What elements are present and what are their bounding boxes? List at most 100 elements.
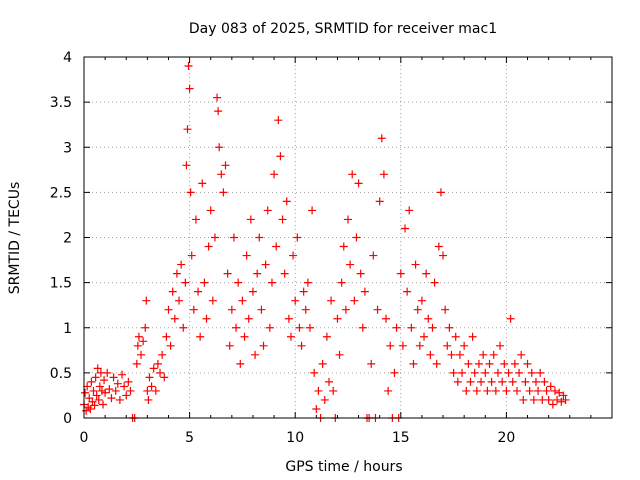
y-tick-label: 4 [63,50,72,66]
data-point [485,359,494,368]
data-point [403,287,412,296]
data-point [510,359,519,368]
data-point [390,368,399,377]
data-point [297,341,306,350]
data-point [187,251,196,260]
data-point [95,382,104,391]
y-axis-label: SRMTID / TECUs [7,182,23,295]
data-point [531,377,540,386]
data-point [407,323,416,332]
data-point [109,373,118,382]
data-point [303,278,312,287]
data-point [213,93,222,102]
data-point [149,364,158,373]
data-point [115,395,124,404]
data-point [83,382,92,391]
data-point [350,296,359,305]
data-point [508,377,517,386]
data-point [103,368,112,377]
data-point [432,359,441,368]
data-point [337,278,346,287]
data-point [451,332,460,341]
data-point [221,161,230,170]
data-point [411,260,420,269]
data-point [94,395,103,404]
data-point [314,386,323,395]
data-point [181,278,190,287]
data-point [424,314,433,323]
data-point [143,386,152,395]
data-point [142,296,151,305]
data-point [392,323,401,332]
data-point [89,386,98,395]
data-point [126,386,135,395]
data-point [242,251,251,260]
data-point [132,359,141,368]
data-point [196,332,205,341]
data-point [559,391,568,400]
data-points [80,62,570,422]
data-point [422,269,431,278]
data-point [420,332,429,341]
y-tick-label: 2.5 [50,185,72,201]
data-point [318,359,327,368]
data-point [270,170,279,179]
y-tick-label: 0.5 [50,366,72,382]
data-point [145,373,154,382]
y-tick-label: 1.5 [50,276,72,292]
data-point [223,269,232,278]
y-tick-label: 3.5 [50,95,72,111]
data-point [344,215,352,224]
data-point [324,377,333,386]
data-point [175,296,184,305]
data-point [358,323,367,332]
data-point [356,269,365,278]
data-point [447,350,456,359]
data-point [322,332,331,341]
data-point [512,386,521,395]
data-point [92,391,101,400]
data-point [377,134,386,143]
data-point [523,359,532,368]
data-point [229,233,238,242]
data-point [384,386,393,395]
data-point [151,386,160,395]
y-tick-label: 2 [63,231,72,247]
data-point [301,305,310,314]
data-point [430,278,439,287]
data-point [434,242,443,251]
data-point [527,368,536,377]
data-point [534,386,543,395]
data-point [198,179,207,188]
data-point [234,278,243,287]
data-point [184,62,193,71]
data-point [525,386,534,395]
data-point [272,242,281,251]
data-point [445,323,454,332]
data-point [81,388,90,397]
data-point [517,350,526,359]
data-point [382,314,391,323]
data-point [386,341,395,350]
data-point [276,152,285,161]
data-point [160,373,169,382]
data-point [439,251,448,260]
data-point [498,377,507,386]
data-point [227,305,236,314]
data-point [141,323,150,332]
data-point [305,323,314,332]
data-point [449,368,458,377]
data-point [210,233,219,242]
data-point [453,377,462,386]
data-point [367,359,376,368]
data-point [91,373,100,382]
data-point [259,341,268,350]
data-point [310,368,319,377]
data-point [470,368,479,377]
data-point [504,368,513,377]
data-point [379,170,388,179]
data-point [246,215,255,224]
data-point [295,323,304,332]
